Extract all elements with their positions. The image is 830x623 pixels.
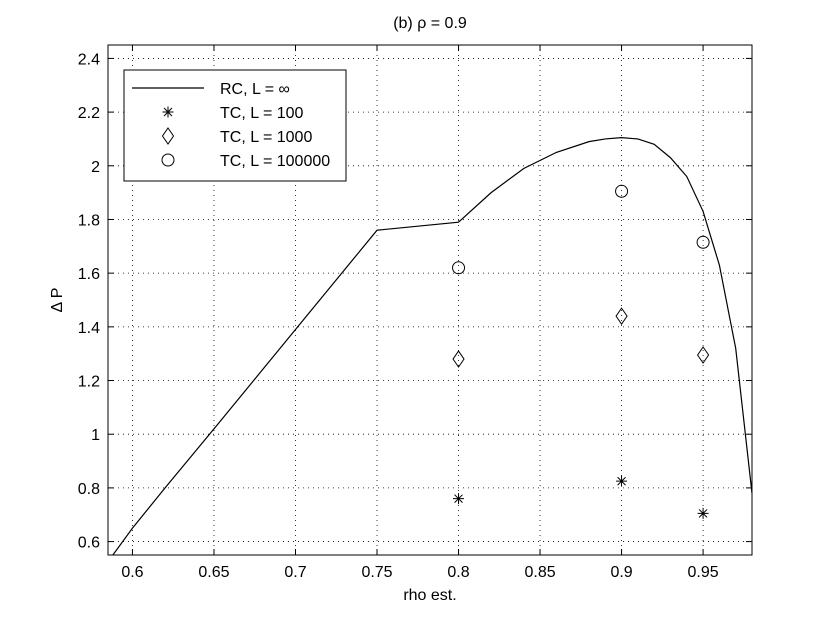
x-tick-label: 0.65 (198, 564, 229, 581)
data-point-asterisk (453, 493, 465, 505)
series-line-rc (112, 137, 752, 555)
data-point-asterisk (697, 507, 709, 519)
x-tick-label: 0.8 (447, 564, 469, 581)
legend-entry-label: TC, L = 100 (220, 105, 304, 122)
data-point-asterisk (616, 475, 628, 487)
y-axis-label: Δ P (49, 288, 66, 313)
plot-area (112, 137, 752, 555)
y-tick-label: 1.8 (78, 212, 100, 229)
x-tick-label: 0.85 (524, 564, 555, 581)
legend: RC, L = ∞ TC, L = 100 TC, L = 1000 TC, L = … (123, 69, 347, 182)
x-tick-label: 0.95 (688, 564, 719, 581)
data-point-circle (696, 235, 710, 249)
x-axis-label: rho est. (403, 587, 456, 604)
data-point-circle (452, 261, 466, 275)
x-tick-label: 0.9 (610, 564, 632, 581)
chart-title: (b) ρ = 0.9 (393, 15, 467, 32)
y-tick-label: 2 (91, 159, 100, 176)
y-tick-label: 1 (91, 427, 100, 444)
y-tick-label: 1.2 (78, 374, 100, 391)
legend-marker-asterisk (162, 106, 174, 118)
data-point-circle (615, 184, 629, 198)
x-tick-label: 0.7 (284, 564, 306, 581)
y-tick-label: 0.8 (78, 481, 100, 498)
x-tick-label: 0.75 (361, 564, 392, 581)
y-tick-label: 0.6 (78, 535, 100, 552)
y-tick-label: 1.4 (78, 320, 100, 337)
y-tick-label: 1.6 (78, 266, 100, 283)
legend-marker-circle (161, 153, 175, 167)
axis-ticks: 0.6 0.65 0.7 0.75 0.8 0.85 0.9 0.95 0.6 0.8 1 1.2 1.… (78, 45, 752, 581)
data-point-diamond (615, 307, 628, 325)
axes-box (107, 44, 753, 556)
y-tick-label: 2.2 (78, 105, 100, 122)
legend-entry-label: RC, L = ∞ (220, 81, 290, 98)
data-point-diamond (452, 350, 465, 368)
legend-entry-label: TC, L = 1000 (220, 129, 312, 146)
legend-entry-label: TC, L = 100000 (220, 153, 330, 170)
x-tick-label: 0.6 (121, 564, 143, 581)
legend-marker-diamond (161, 127, 175, 145)
data-point-diamond (696, 346, 710, 364)
y-tick-label: 2.4 (78, 51, 100, 68)
